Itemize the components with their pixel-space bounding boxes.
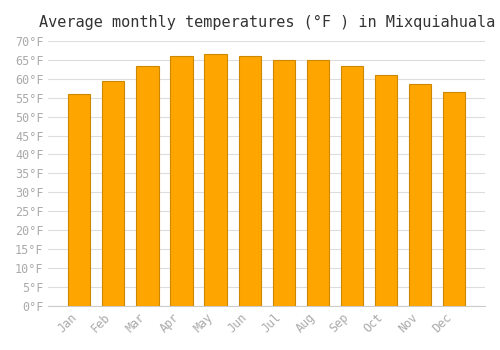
Bar (102, 80, 124, 306)
Bar (272, 60, 295, 306)
Bar (68, 94, 90, 306)
Bar (341, 65, 363, 306)
Bar (238, 56, 260, 306)
Bar (375, 75, 397, 306)
Bar (170, 56, 192, 306)
Bar (409, 84, 431, 306)
Bar (306, 60, 329, 306)
Title: Average monthly temperatures (°F ) in Mixquiahuala: Average monthly temperatures (°F ) in Mi… (38, 15, 495, 30)
Bar (136, 65, 158, 306)
Bar (204, 54, 227, 306)
Bar (443, 92, 465, 306)
